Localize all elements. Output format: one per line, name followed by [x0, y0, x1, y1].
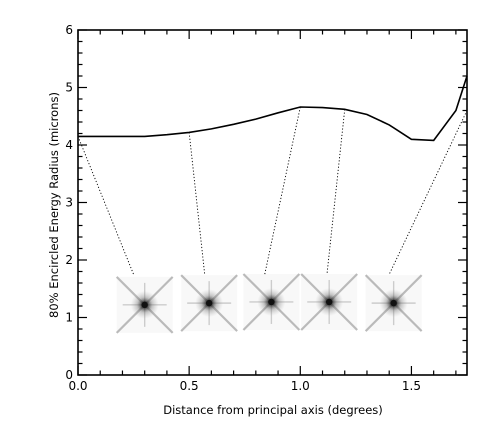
x-tick-label: 1.0	[291, 379, 310, 393]
psf-inset	[115, 276, 174, 334]
series-line	[78, 75, 468, 142]
x-tick-label: 0.0	[68, 379, 87, 393]
leader-line	[388, 110, 468, 275]
psf-inset	[300, 273, 358, 331]
y-tick-label: 4	[65, 138, 73, 152]
leader-line	[264, 106, 301, 275]
psf-inset	[364, 274, 423, 332]
leader-line	[188, 132, 206, 275]
y-tick-label: 1	[65, 311, 73, 325]
y-tick-label: 2	[65, 253, 73, 267]
plot-area: 0.0 0.5 1.0 1.5 0 1 2 3 4 5 6	[65, 23, 468, 393]
y-tick-label: 3	[65, 196, 73, 210]
psf-inset	[242, 273, 301, 331]
y-tick-label: 5	[65, 81, 73, 95]
x-axis-label: Distance from principal axis (degrees)	[163, 403, 383, 417]
psf-peak	[390, 299, 397, 307]
x-tick-label: 0.5	[180, 379, 199, 393]
leader-line	[326, 109, 346, 275]
psf-peak	[141, 301, 148, 309]
y-tick-label: 6	[65, 23, 73, 37]
psf-peak	[325, 298, 333, 306]
y-axis-label: 80% Encircled Energy Radius (microns)	[47, 92, 61, 318]
psf-inset	[180, 274, 238, 332]
y-tick-label: 0	[65, 368, 73, 382]
leader-line	[77, 136, 134, 275]
x-tick-label: 1.5	[402, 379, 421, 393]
psf-peak	[205, 299, 213, 307]
psf-peak	[268, 298, 275, 306]
